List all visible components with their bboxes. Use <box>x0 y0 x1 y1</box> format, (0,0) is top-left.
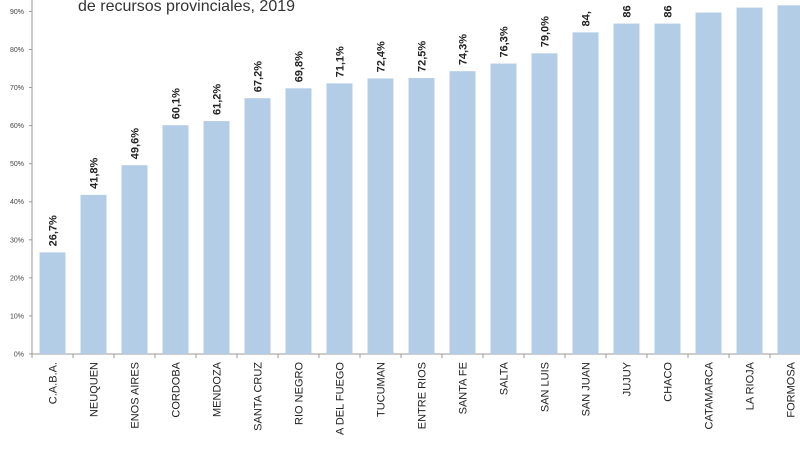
bar <box>367 78 394 354</box>
y-tick-label: 0% <box>14 352 24 359</box>
value-label: 71,1% <box>335 46 347 77</box>
y-tick-label: 50% <box>10 161 24 168</box>
bar <box>203 121 230 354</box>
value-label: 84, <box>581 11 593 26</box>
value-label: 69,8% <box>294 51 306 82</box>
chart-title: de recursos provinciales, 2019 <box>78 0 295 15</box>
x-tick-label: ENOS AIRES <box>130 362 142 429</box>
x-tick-label: JUJUY <box>622 361 634 396</box>
bar <box>326 83 353 354</box>
bar <box>531 53 558 355</box>
bar <box>244 98 271 354</box>
bar <box>449 71 476 354</box>
bar <box>654 23 681 354</box>
value-label: 76,3% <box>499 26 511 57</box>
value-label: 74,3% <box>458 34 470 65</box>
bar <box>695 12 722 355</box>
x-tick-label: MENDOZA <box>212 361 224 417</box>
y-tick-label: 30% <box>10 237 24 244</box>
value-label: 61,2% <box>212 84 224 115</box>
x-tick-label: RIO NEGRO <box>294 362 306 425</box>
value-label: 79,0% <box>540 16 552 47</box>
x-tick-label: LA RIOJA <box>745 361 757 410</box>
bar <box>572 32 599 355</box>
y-tick-label: 60% <box>10 123 24 130</box>
x-tick-label: SANTA FE <box>458 362 470 414</box>
value-label: 41,8% <box>89 157 101 188</box>
y-tick-label: 90% <box>10 9 24 16</box>
x-tick-label: SANTA CRUZ <box>253 362 265 431</box>
bar <box>408 78 435 354</box>
y-tick-label: 80% <box>10 47 24 54</box>
bar <box>736 7 763 354</box>
x-tick-label: CORDOBA <box>171 361 183 417</box>
x-tick-label: TUCUMAN <box>376 362 388 417</box>
x-tick-label: CHACO <box>663 362 675 402</box>
x-tick-label: SALTA <box>499 361 511 395</box>
bar <box>777 5 800 354</box>
bar <box>162 125 189 354</box>
value-label: 86 <box>622 5 634 17</box>
y-tick-label: 70% <box>10 85 24 92</box>
x-tick-label: NEUQUEN <box>89 362 101 417</box>
bar <box>613 23 640 354</box>
value-label: 49,6% <box>130 128 142 159</box>
value-label: 26,7% <box>48 215 60 246</box>
y-tick-label: 10% <box>10 313 24 320</box>
bar <box>490 63 517 354</box>
x-tick-label: ENTRE RIOS <box>417 362 429 429</box>
bar <box>80 194 107 354</box>
value-label: 67,2% <box>253 61 265 92</box>
y-tick-label: 20% <box>10 275 24 282</box>
value-label: 60,1% <box>171 88 183 119</box>
y-tick-label: 40% <box>10 199 24 206</box>
bar <box>285 88 312 354</box>
value-label: 86 <box>663 5 675 17</box>
bar <box>39 252 66 354</box>
bar <box>121 165 148 354</box>
x-tick-label: SAN JUAN <box>581 362 593 416</box>
value-label: 72,4% <box>376 41 388 72</box>
x-tick-label: C.A.B.A. <box>48 362 60 404</box>
x-tick-label: FORMOSA <box>786 361 798 417</box>
x-tick-label: A DEL FUEGO <box>335 362 347 435</box>
value-label: 72,5% <box>417 41 429 72</box>
x-tick-label: CATAMARCA <box>704 361 716 429</box>
x-tick-label: SAN LUIS <box>540 362 552 412</box>
